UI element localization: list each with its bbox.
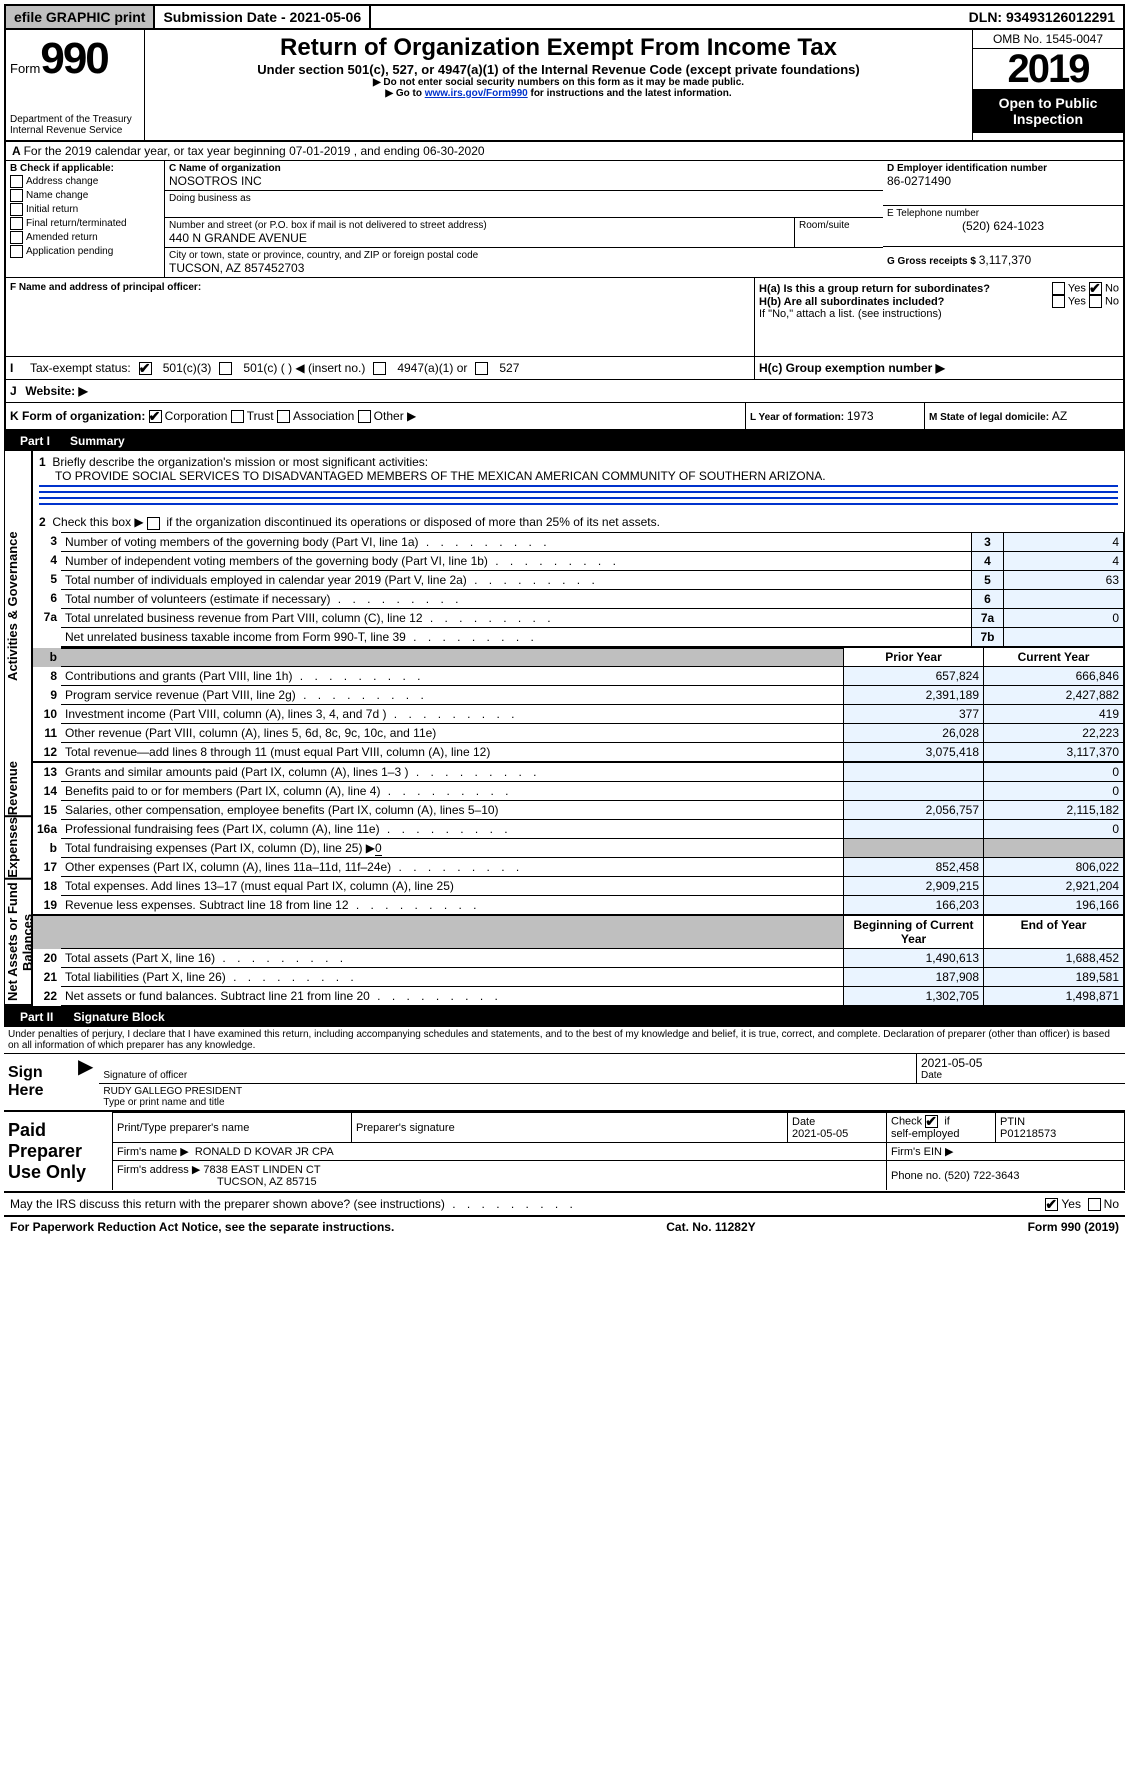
name-title-label: Type or print name and title bbox=[103, 1097, 1121, 1108]
hb-note: If "No," attach a list. (see instruction… bbox=[759, 308, 1119, 320]
check-self-employed[interactable] bbox=[925, 1115, 938, 1128]
check-4947[interactable] bbox=[373, 362, 386, 375]
check-527[interactable] bbox=[475, 362, 488, 375]
paid-preparer-label: Paid Preparer Use Only bbox=[4, 1112, 112, 1191]
dln: DLN: 93493126012291 bbox=[961, 6, 1123, 28]
state-domicile: AZ bbox=[1052, 409, 1067, 423]
form-subtitle: Under section 501(c), 527, or 4947(a)(1)… bbox=[151, 62, 966, 77]
firm-phone: (520) 722-3643 bbox=[944, 1170, 1019, 1182]
hc-label: H(c) Group exemption number ▶ bbox=[759, 361, 945, 375]
box-m-label: M State of legal domicile: bbox=[929, 412, 1052, 423]
tax-year: 2019 bbox=[973, 49, 1123, 89]
box-c-label: C Name of organization bbox=[169, 163, 879, 174]
sidelabel-netassets: Net Assets or Fund Balances bbox=[5, 880, 31, 1006]
ha-label: H(a) Is this a group return for subordin… bbox=[759, 283, 990, 295]
mission-text: TO PROVIDE SOCIAL SERVICES TO DISADVANTA… bbox=[39, 469, 1118, 483]
efile-graphic[interactable]: efile GRAPHIC print bbox=[6, 6, 155, 28]
check-other[interactable] bbox=[358, 410, 371, 423]
form-title: Return of Organization Exempt From Incom… bbox=[151, 34, 966, 62]
check-name-change[interactable] bbox=[10, 189, 23, 202]
street-label: Number and street (or P.O. box if mail i… bbox=[169, 220, 790, 231]
irs-link[interactable]: www.irs.gov/Form990 bbox=[425, 88, 528, 99]
hb-yes[interactable] bbox=[1052, 295, 1065, 308]
current-year-header: Current Year bbox=[984, 648, 1124, 667]
telephone: (520) 624-1023 bbox=[887, 219, 1119, 233]
officer-name: RUDY GALLEGO PRESIDENT bbox=[103, 1086, 1121, 1097]
check-application-pending[interactable] bbox=[10, 245, 23, 258]
q1-label: Briefly describe the organization's miss… bbox=[52, 455, 428, 469]
check-discontinued[interactable] bbox=[147, 517, 160, 530]
check-trust[interactable] bbox=[231, 410, 244, 423]
city-label: City or town, state or province, country… bbox=[169, 250, 879, 261]
hb-no[interactable] bbox=[1089, 295, 1102, 308]
check-501c[interactable] bbox=[219, 362, 232, 375]
identity-section: B Check if applicable: Address change Na… bbox=[4, 161, 1125, 278]
gross-receipts: 3,117,370 bbox=[979, 253, 1032, 267]
date-label: Date bbox=[921, 1070, 1121, 1081]
check-initial-return[interactable] bbox=[10, 203, 23, 216]
room-suite-label: Room/suite bbox=[799, 220, 879, 231]
check-corporation[interactable] bbox=[149, 410, 162, 423]
discuss-no[interactable] bbox=[1088, 1198, 1101, 1211]
form-header: Form990 Department of the Treasury Inter… bbox=[4, 30, 1125, 142]
ptin: P01218573 bbox=[1000, 1128, 1056, 1140]
street-address: 440 N GRANDE AVENUE bbox=[169, 231, 790, 245]
open-public-badge: Open to Public Inspection bbox=[973, 89, 1123, 133]
prior-year-header: Prior Year bbox=[844, 648, 984, 667]
signature-officer-label: Signature of officer bbox=[103, 1070, 912, 1081]
box-b-label: B Check if applicable: bbox=[10, 163, 160, 174]
sidelabel-expenses: Expenses bbox=[5, 817, 31, 880]
hb-label: H(b) Are all subordinates included? bbox=[759, 296, 944, 308]
ha-no[interactable] bbox=[1089, 282, 1102, 295]
ein: 86-0271490 bbox=[887, 174, 1119, 188]
paperwork-notice: For Paperwork Reduction Act Notice, see … bbox=[10, 1220, 394, 1234]
box-l-label: L Year of formation: bbox=[750, 412, 847, 423]
form-990-large: 990 bbox=[40, 34, 107, 83]
discuss-yes[interactable] bbox=[1045, 1198, 1058, 1211]
city-state-zip: TUCSON, AZ 857452703 bbox=[169, 261, 879, 275]
form-label: Form bbox=[10, 61, 40, 76]
check-association[interactable] bbox=[277, 410, 290, 423]
part-ii-header: Part II Signature Block bbox=[4, 1007, 1125, 1027]
arrow-icon: ▶ bbox=[72, 1054, 99, 1110]
form-footer: Form 990 (2019) bbox=[1028, 1220, 1119, 1234]
org-name: NOSOTROS INC bbox=[169, 174, 879, 188]
perjury-text: Under penalties of perjury, I declare th… bbox=[4, 1027, 1125, 1053]
part-i-header: Part I Summary bbox=[4, 431, 1125, 451]
check-amended-return[interactable] bbox=[10, 231, 23, 244]
form-number-block: Form990 bbox=[10, 34, 140, 84]
sign-here-label: Sign Here bbox=[4, 1054, 72, 1110]
goto-note: ▶ Go to www.irs.gov/Form990 for instruct… bbox=[151, 88, 966, 99]
officer-group-section: F Name and address of principal officer:… bbox=[4, 278, 1125, 357]
check-final-return[interactable] bbox=[10, 217, 23, 230]
topbar: efile GRAPHIC print Submission Date - 20… bbox=[4, 4, 1125, 30]
box-i-label: Tax-exempt status: bbox=[30, 361, 131, 375]
box-g-label: G Gross receipts $ bbox=[887, 256, 979, 267]
sidelabel-activities: Activities & Governance bbox=[5, 451, 31, 761]
firm-addr1: 7838 EAST LINDEN CT bbox=[203, 1164, 320, 1176]
check-501c3[interactable] bbox=[139, 362, 152, 375]
sign-date: 2021-05-05 bbox=[921, 1056, 1121, 1070]
dept-treasury: Department of the Treasury bbox=[10, 114, 140, 125]
dba-label: Doing business as bbox=[169, 193, 879, 204]
irs-label: Internal Revenue Service bbox=[10, 125, 140, 136]
submission-date: Submission Date - 2021-05-06 bbox=[155, 6, 371, 28]
box-k-label: K Form of organization: bbox=[10, 409, 145, 423]
box-d-label: D Employer identification number bbox=[887, 163, 1119, 174]
discuss-question: May the IRS discuss this return with the… bbox=[10, 1197, 577, 1211]
year-formation: 1973 bbox=[847, 409, 874, 423]
ha-yes[interactable] bbox=[1052, 282, 1065, 295]
firm-name: RONALD D KOVAR JR CPA bbox=[195, 1146, 334, 1158]
cat-no: Cat. No. 11282Y bbox=[666, 1220, 755, 1234]
ssn-note: ▶ Do not enter social security numbers o… bbox=[151, 77, 966, 88]
box-j-label: Website: ▶ bbox=[25, 384, 87, 398]
firm-addr2: TUCSON, AZ 85715 bbox=[117, 1176, 317, 1188]
sidelabel-revenue: Revenue bbox=[5, 761, 31, 817]
check-address-change[interactable] bbox=[10, 175, 23, 188]
line-3-desc: Number of voting members of the governin… bbox=[61, 532, 972, 551]
box-f-label: F Name and address of principal officer: bbox=[10, 282, 750, 293]
tax-period-line: A For the 2019 calendar year, or tax yea… bbox=[4, 142, 1125, 161]
box-e-label: E Telephone number bbox=[887, 208, 1119, 219]
line-3-val: 4 bbox=[1004, 532, 1124, 551]
